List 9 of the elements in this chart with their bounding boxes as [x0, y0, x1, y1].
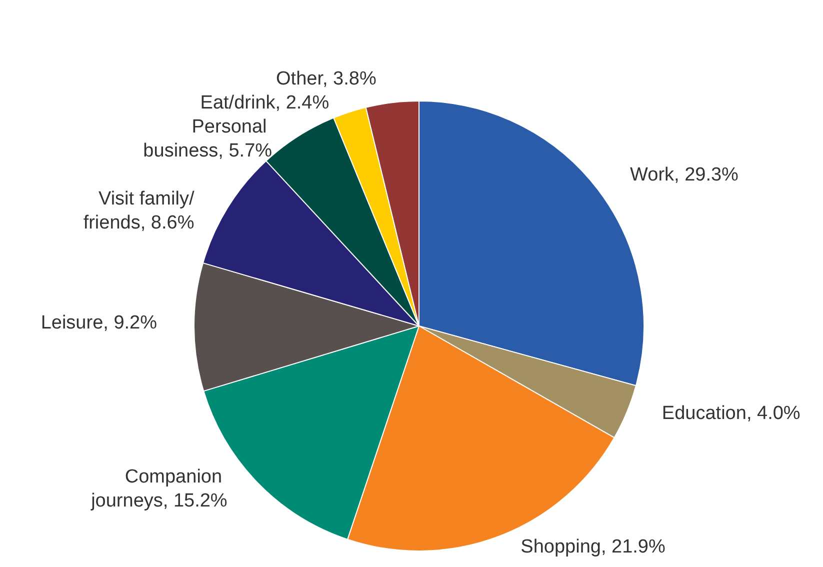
slice-label: Companion journeys, 15.2% — [90, 466, 228, 512]
slice-label: Eat/drink, 2.4% — [200, 92, 330, 114]
slice-label: Shopping, 21.9% — [520, 536, 666, 558]
slice-label: Other, 3.8% — [276, 68, 376, 90]
slice-label: Education, 4.0% — [662, 402, 800, 424]
slice-label: Leisure, 9.2% — [40, 312, 158, 334]
slice-label: Visit family/friends, 8.6% — [83, 188, 195, 234]
slice-label: Work, 29.3% — [630, 164, 739, 186]
slice-label: Personal business, 5.7% — [143, 116, 272, 162]
